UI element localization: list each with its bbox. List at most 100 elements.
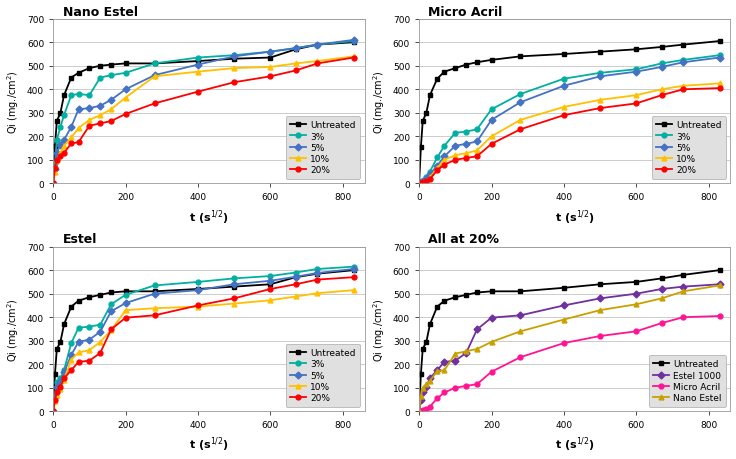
5% xyxy=(473,140,481,145)
Untreated xyxy=(60,322,68,327)
3% xyxy=(107,302,116,308)
5% xyxy=(266,278,275,284)
10% xyxy=(96,113,105,118)
Nano Estel xyxy=(487,339,496,345)
20% xyxy=(291,68,300,74)
3% xyxy=(715,53,724,59)
20% xyxy=(121,315,130,321)
5% xyxy=(60,138,68,143)
10% xyxy=(56,386,65,392)
Line: 10%: 10% xyxy=(417,82,722,186)
X-axis label: t (s$^{1/2}$): t (s$^{1/2}$) xyxy=(555,435,595,453)
Estel 1000 xyxy=(516,313,525,319)
5% xyxy=(461,142,470,147)
Estel 1000 xyxy=(418,390,427,395)
X-axis label: t (s$^{1/2}$): t (s$^{1/2}$) xyxy=(189,435,229,453)
Micro Acril xyxy=(461,383,470,389)
10% xyxy=(52,392,61,397)
Line: Untreated: Untreated xyxy=(51,268,356,414)
20% xyxy=(350,275,358,280)
Untreated xyxy=(291,275,300,280)
Untreated xyxy=(516,55,525,60)
Line: 3%: 3% xyxy=(51,265,356,414)
5% xyxy=(51,395,60,400)
Untreated xyxy=(632,280,641,285)
Untreated xyxy=(440,298,449,304)
5% xyxy=(96,329,105,335)
10% xyxy=(266,298,275,303)
Untreated xyxy=(313,271,322,277)
Untreated xyxy=(85,66,93,72)
10% xyxy=(51,399,60,404)
Nano Estel xyxy=(632,302,641,308)
10% xyxy=(74,126,83,132)
20% xyxy=(52,158,61,163)
3% xyxy=(60,113,68,118)
Untreated xyxy=(418,347,427,352)
20% xyxy=(313,62,322,67)
Micro Acril xyxy=(417,408,425,414)
Untreated xyxy=(313,43,322,48)
10% xyxy=(150,74,159,80)
10% xyxy=(60,144,68,149)
Untreated xyxy=(451,295,460,300)
Nano Estel xyxy=(516,329,525,334)
3% xyxy=(85,93,93,99)
10% xyxy=(194,70,202,75)
3% xyxy=(51,391,60,397)
20% xyxy=(85,123,93,129)
5% xyxy=(121,87,130,93)
3% xyxy=(433,156,442,161)
5% xyxy=(679,60,688,66)
3% xyxy=(422,175,431,181)
3% xyxy=(266,50,275,55)
10% xyxy=(67,357,76,363)
Estel 1000 xyxy=(487,315,496,321)
10% xyxy=(679,84,688,90)
Untreated xyxy=(487,58,496,63)
3% xyxy=(313,43,322,48)
20% xyxy=(516,127,525,133)
Untreated xyxy=(230,57,238,62)
10% xyxy=(433,166,442,172)
Untreated xyxy=(49,409,57,414)
5% xyxy=(425,172,434,178)
Estel 1000 xyxy=(559,303,568,308)
Line: 5%: 5% xyxy=(51,39,356,186)
3% xyxy=(56,376,65,381)
Untreated xyxy=(150,289,159,294)
Estel 1000 xyxy=(473,327,481,332)
10% xyxy=(559,105,568,111)
5% xyxy=(49,181,57,187)
5% xyxy=(559,84,568,90)
Untreated xyxy=(559,52,568,58)
Nano Estel xyxy=(679,289,688,294)
Untreated xyxy=(52,119,61,124)
20% xyxy=(74,140,83,146)
10% xyxy=(291,62,300,67)
Untreated xyxy=(433,304,442,310)
10% xyxy=(107,107,116,113)
Untreated xyxy=(516,289,525,294)
10% xyxy=(715,81,724,87)
Nano Estel xyxy=(715,283,724,289)
10% xyxy=(56,151,65,156)
10% xyxy=(96,339,105,345)
3% xyxy=(595,71,604,76)
3% xyxy=(487,107,496,113)
20% xyxy=(150,101,159,107)
3% xyxy=(121,71,130,76)
Untreated xyxy=(657,45,666,50)
3% xyxy=(51,161,60,167)
Untreated xyxy=(51,144,60,149)
5% xyxy=(74,107,83,113)
5% xyxy=(417,180,425,186)
20% xyxy=(49,409,57,414)
3% xyxy=(418,179,427,185)
Y-axis label: Qi (mg./cm$^2$): Qi (mg./cm$^2$) xyxy=(372,297,387,361)
Line: Untreated: Untreated xyxy=(417,39,722,186)
3% xyxy=(56,125,65,130)
Untreated xyxy=(74,71,83,76)
10% xyxy=(266,65,275,71)
5% xyxy=(632,70,641,75)
